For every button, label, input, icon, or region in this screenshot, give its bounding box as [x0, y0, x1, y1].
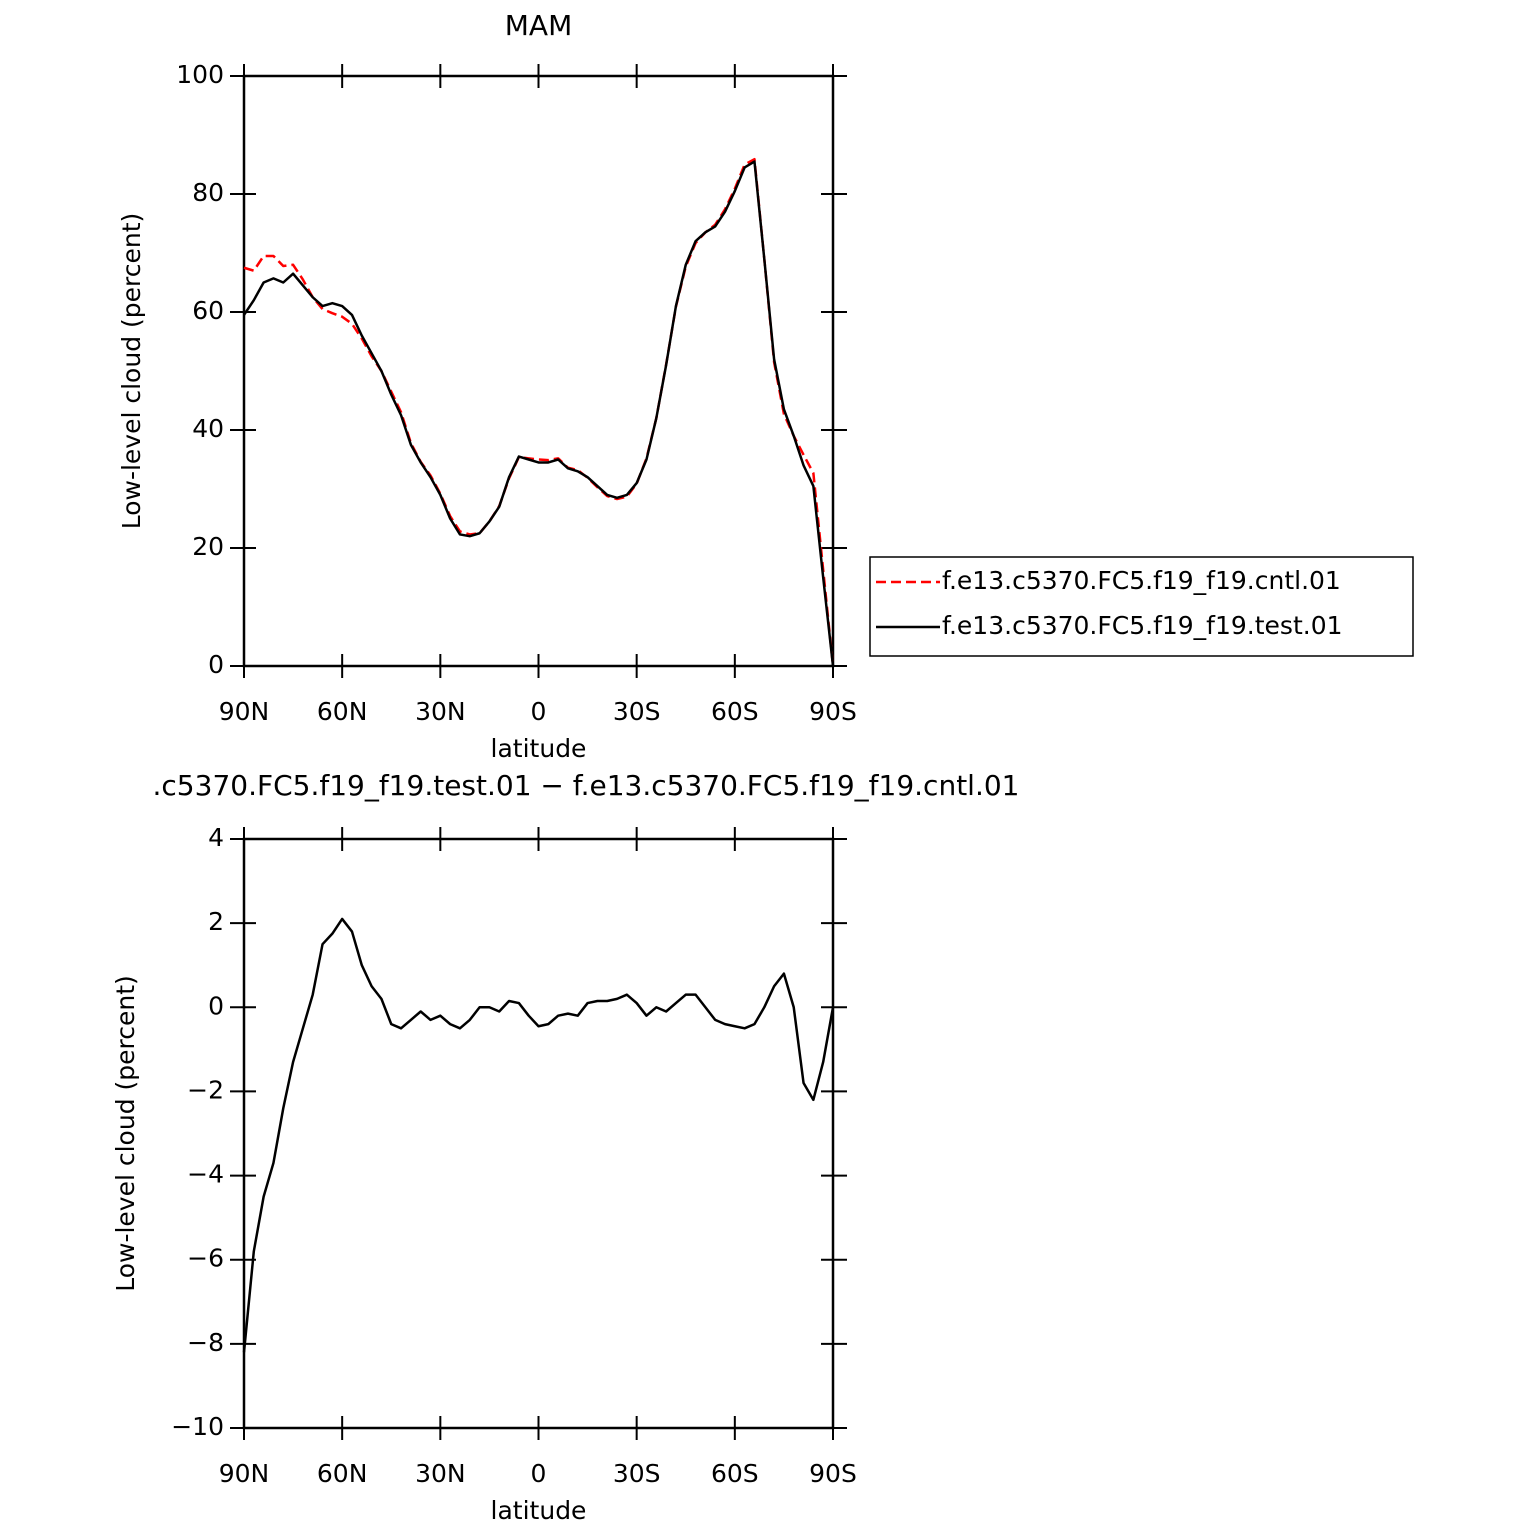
- x-tick-label: 60N: [317, 1459, 368, 1488]
- y-tick-label: 2: [208, 907, 224, 936]
- y-tick-label: 60: [192, 296, 224, 325]
- chart-title: MAM: [505, 9, 572, 42]
- x-tick-label: 90N: [219, 697, 270, 726]
- x-axis-label: latitude: [491, 1496, 587, 1525]
- y-tick-label: 80: [192, 178, 224, 207]
- legend-label: f.e13.c5370.FC5.f19_f19.cntl.01: [942, 566, 1341, 595]
- x-tick-label: 0: [531, 1459, 547, 1488]
- x-tick-label: 30N: [415, 697, 466, 726]
- series-line: [243, 157, 835, 667]
- y-tick-label: −8: [187, 1328, 224, 1357]
- chart-title: .c5370.FC5.f19_f19.test.01 − f.e13.c5370…: [153, 769, 1020, 802]
- x-tick-label: 90S: [809, 697, 857, 726]
- x-tick-label: 30S: [613, 697, 661, 726]
- y-tick-label: 40: [192, 414, 224, 443]
- y-tick-label: 4: [208, 823, 224, 852]
- y-tick-label: 0: [208, 650, 224, 679]
- y-axis-label: Low-level cloud (percent): [117, 213, 146, 530]
- y-axis-label: Low-level cloud (percent): [111, 975, 140, 1292]
- x-tick-label: 60S: [711, 697, 759, 726]
- legend-label: f.e13.c5370.FC5.f19_f19.test.01: [942, 611, 1343, 640]
- x-axis-label: latitude: [491, 734, 587, 763]
- plot-frame: [242, 74, 835, 668]
- series-line: [242, 160, 835, 667]
- y-tick-label: 100: [176, 60, 224, 89]
- y-tick-label: −4: [187, 1160, 224, 1189]
- x-tick-label: 30N: [415, 1459, 466, 1488]
- y-tick-label: 0: [208, 991, 224, 1020]
- legend-box: [869, 556, 1414, 657]
- x-tick-label: 0: [531, 697, 547, 726]
- x-tick-label: 90S: [809, 1459, 857, 1488]
- x-tick-label: 60N: [317, 697, 368, 726]
- y-tick-label: 20: [192, 532, 224, 561]
- x-tick-label: 90N: [219, 1459, 270, 1488]
- series-line: [242, 917, 835, 1353]
- x-tick-label: 60S: [711, 1459, 759, 1488]
- x-tick-label: 30S: [613, 1459, 661, 1488]
- y-tick-label: −2: [187, 1075, 224, 1104]
- y-tick-label: −10: [171, 1412, 224, 1441]
- y-tick-label: −6: [187, 1244, 224, 1273]
- plot-frame: [242, 837, 835, 1430]
